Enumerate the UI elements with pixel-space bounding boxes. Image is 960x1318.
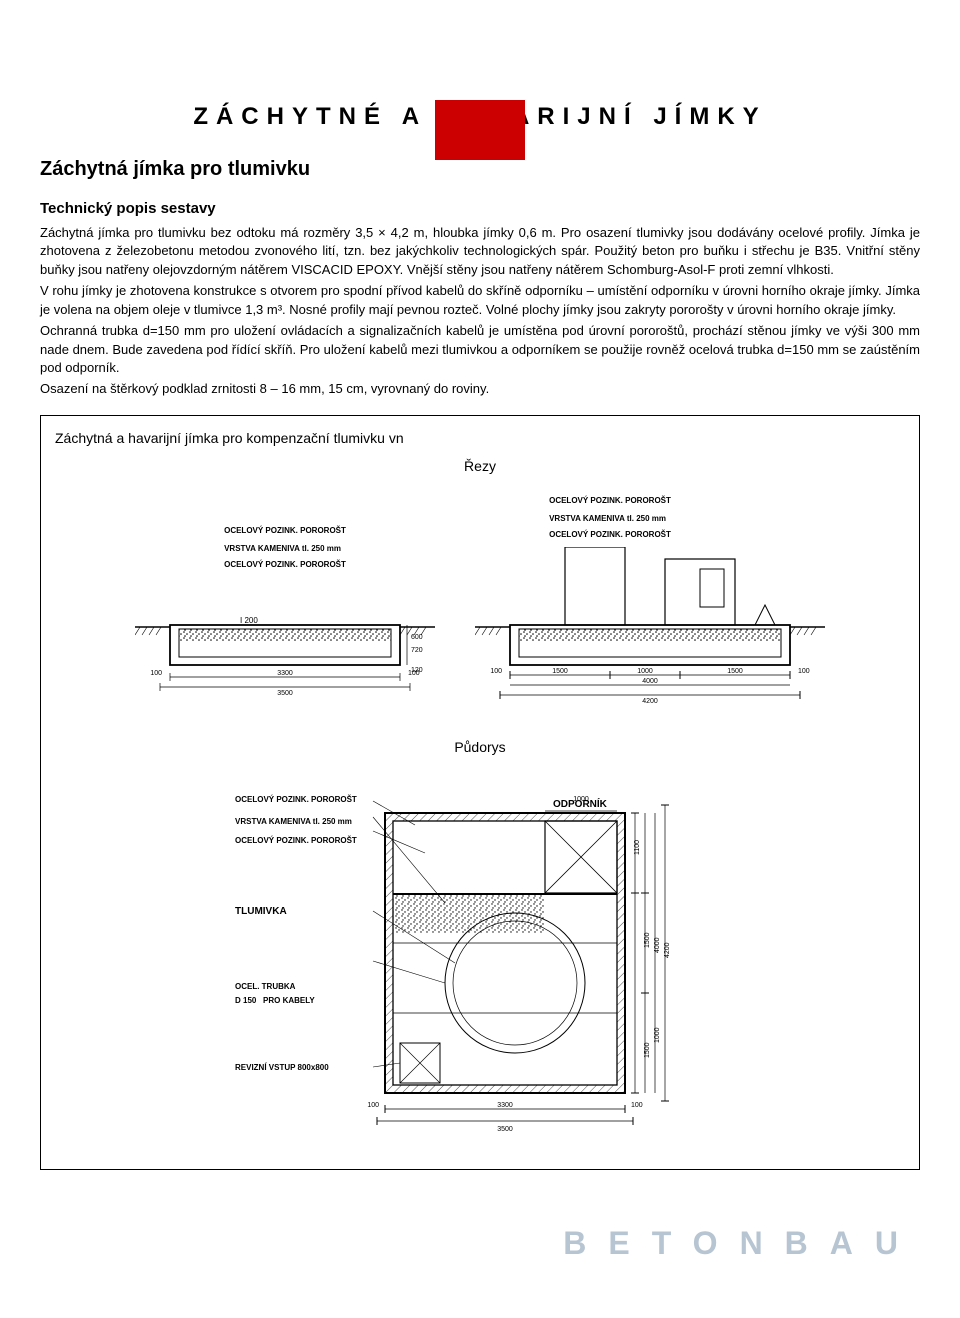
callout: OCEL. TRUBKA D 150 PRO KABELY [235,980,315,1007]
svg-text:4200: 4200 [642,698,658,705]
dim: 720 [411,647,423,654]
paragraph: Záchytná jímka pro tlumivku bez odtoku m… [40,224,920,281]
svg-text:3500: 3500 [497,1126,513,1133]
accent-block [435,100,525,160]
dim-label: I 200 [240,616,258,625]
section-left: OCELOVÝ POZINK. POROROŠT VRSTVA KAMENIVA… [135,525,435,707]
sections-row: OCELOVÝ POZINK. POROROŠT VRSTVA KAMENIVA… [55,495,905,707]
callout: TLUMIVKA [235,903,287,920]
svg-text:3300: 3300 [497,1102,513,1109]
callout: OCELOVÝ POZINK. POROROŠT [224,525,346,537]
dim: 600 [411,634,423,641]
svg-text:100: 100 [490,668,502,675]
plan-callouts: TLUMIVKA [235,903,287,920]
plan-callouts: REVIZNÍ VSTUP 800x800 [235,1061,329,1075]
drawing-frame: Záchytná a havarijní jímka pro kompenzač… [40,415,920,1170]
svg-text:100: 100 [150,670,162,677]
callouts-right: OCELOVÝ POZINK. POROROŠT VRSTVA KAMENIVA… [549,495,671,541]
svg-text:1500: 1500 [552,668,568,675]
plan-wrap: OCELOVÝ POZINK. POROROŠT VRSTVA KAMENIVA… [55,775,905,1149]
callout: OCELOVÝ POZINK. POROROŠT [549,495,671,507]
svg-text:100: 100 [408,670,420,677]
tech-heading: Technický popis sestavy [40,198,920,220]
svg-text:4000: 4000 [654,937,661,953]
svg-text:100: 100 [798,668,810,675]
svg-text:3500: 3500 [277,690,293,697]
callout: VRSTVA KAMENIVA tl. 250 mm [235,815,357,829]
svg-text:1000: 1000 [637,668,653,675]
svg-text:1500: 1500 [644,932,651,948]
page: ZÁCHYTNÉ A HAVARIJNÍ JÍMKY Záchytná jímk… [0,100,960,1190]
svg-text:4000: 4000 [642,678,658,685]
section-right-svg: 100 1500 1000 1500 100 4000 4200 [475,547,825,707]
plan-callouts: OCEL. TRUBKA D 150 PRO KABELY [235,953,315,1035]
paragraph: Osazení na štěrkový podklad zrnitosti 8 … [40,380,920,399]
plan-label: Půdorys [55,737,905,757]
paragraph: Ochranná trubka d=150 mm pro uložení ovl… [40,322,920,379]
svg-text:1500: 1500 [727,668,743,675]
section-right: OCELOVÝ POZINK. POROROŠT VRSTVA KAMENIVA… [475,495,825,707]
plan-callouts: OCELOVÝ POZINK. POROROŠT VRSTVA KAMENIVA… [235,793,357,848]
callouts-left: OCELOVÝ POZINK. POROROŠT VRSTVA KAMENIVA… [224,525,346,571]
callout: VRSTVA KAMENIVA tl. 250 mm [224,543,346,555]
callout: REVIZNÍ VSTUP 800x800 [235,1061,329,1075]
callout: OCELOVÝ POZINK. POROROŠT [224,559,346,571]
callout: OCELOVÝ POZINK. POROROŠT [549,529,671,541]
svg-text:4200: 4200 [664,942,671,958]
plan-container: OCELOVÝ POZINK. POROROŠT VRSTVA KAMENIVA… [245,783,715,1149]
section-left-svg: I 200 600 720 120 100 3300 100 [135,577,435,707]
body-text: Záchytná jímka pro tlumivku bez odtoku m… [40,224,920,400]
callout: OCELOVÝ POZINK. POROROŠT [235,834,357,848]
sections-label: Řezy [55,456,905,476]
frame-title: Záchytná a havarijní jímka pro kompenzač… [55,428,905,448]
paragraph: V rohu jímky je zhotovena konstrukce s o… [40,282,920,320]
svg-text:1500: 1500 [644,1042,651,1058]
svg-text:100: 100 [367,1102,379,1109]
svg-text:3300: 3300 [277,670,293,677]
svg-text:1000: 1000 [654,1027,661,1043]
footer-brand: BETONBAU [0,1190,960,1286]
svg-text:1000: 1000 [573,796,589,803]
svg-text:1100: 1100 [634,840,641,855]
svg-text:100: 100 [631,1102,643,1109]
callout: OCELOVÝ POZINK. POROROŠT [235,793,357,807]
callout: VRSTVA KAMENIVA tl. 250 mm [549,513,671,525]
